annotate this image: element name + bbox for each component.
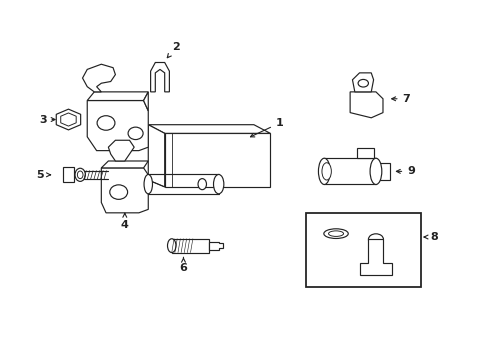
- Text: 9: 9: [396, 166, 414, 176]
- Text: 8: 8: [423, 232, 438, 242]
- Polygon shape: [324, 158, 375, 184]
- Polygon shape: [171, 239, 209, 253]
- Polygon shape: [148, 125, 270, 133]
- Polygon shape: [101, 161, 148, 168]
- Ellipse shape: [75, 168, 85, 181]
- Ellipse shape: [357, 80, 367, 87]
- Text: 1: 1: [250, 118, 283, 137]
- Text: 2: 2: [167, 42, 180, 58]
- Polygon shape: [87, 100, 148, 150]
- Ellipse shape: [198, 179, 206, 190]
- Polygon shape: [359, 239, 391, 275]
- Polygon shape: [150, 63, 169, 92]
- Ellipse shape: [97, 116, 115, 130]
- Ellipse shape: [144, 175, 152, 194]
- Bar: [62, 167, 74, 183]
- Polygon shape: [101, 168, 148, 213]
- Polygon shape: [349, 92, 382, 118]
- Ellipse shape: [367, 234, 383, 245]
- Text: 6: 6: [179, 257, 187, 273]
- Ellipse shape: [318, 158, 329, 184]
- Polygon shape: [148, 125, 164, 187]
- Polygon shape: [375, 163, 389, 180]
- Ellipse shape: [109, 185, 127, 199]
- Text: 3: 3: [39, 114, 55, 125]
- Text: 5: 5: [37, 170, 50, 180]
- Ellipse shape: [167, 239, 176, 253]
- Polygon shape: [87, 92, 148, 100]
- Bar: [305, 213, 420, 287]
- Ellipse shape: [128, 127, 143, 140]
- Polygon shape: [209, 242, 223, 250]
- Ellipse shape: [369, 158, 381, 184]
- Polygon shape: [164, 133, 270, 187]
- Polygon shape: [61, 113, 76, 126]
- Ellipse shape: [77, 171, 83, 179]
- Ellipse shape: [328, 231, 343, 237]
- Text: 4: 4: [121, 213, 128, 230]
- Ellipse shape: [321, 163, 331, 180]
- Ellipse shape: [323, 229, 347, 238]
- Polygon shape: [143, 92, 148, 111]
- Text: 7: 7: [391, 94, 409, 104]
- Polygon shape: [356, 148, 373, 158]
- Polygon shape: [108, 140, 134, 161]
- Polygon shape: [82, 64, 115, 92]
- Ellipse shape: [213, 175, 224, 194]
- Polygon shape: [352, 73, 373, 92]
- Polygon shape: [56, 109, 81, 130]
